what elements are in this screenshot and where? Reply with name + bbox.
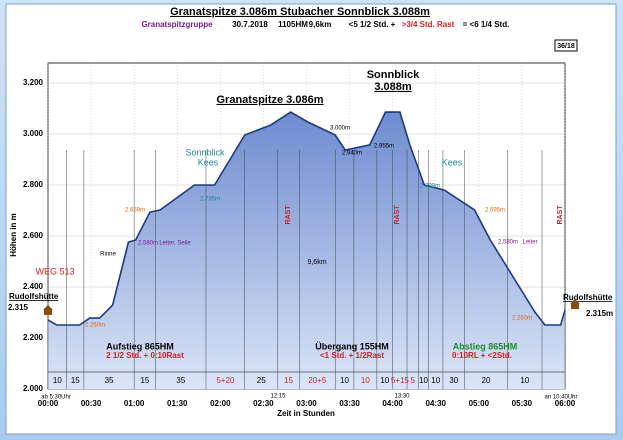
annotation: 2 1/2 Std. + 0:10Rast [106,351,184,360]
annotation: 9,6km [307,259,326,266]
subtitle-part: <5 1/2 Std. + [349,20,396,29]
annotation: Rudolfshütte [563,293,613,302]
segment-label: 35 [176,376,185,385]
x-tick-label: 01:30 [167,399,188,408]
badge-box [554,39,578,52]
y-tick-label: 2.600 [23,231,44,240]
annotation: 2.940m [342,151,362,157]
segment-label: 20 [482,376,491,385]
x-tick-label: 01:00 [124,399,145,408]
annotation: 12:15 [270,394,286,400]
hut-icon [43,304,53,315]
x-axis-label: Zeit in Stunden [277,409,335,418]
x-tick-label: 04:00 [382,399,403,408]
annotation: Abstieg 865HM [453,341,518,351]
segment-label: 10 [340,376,349,385]
chart-title: Granatspitze 3.086m Stubacher Sonnblick … [170,6,430,18]
annotation: 3.088m [374,81,412,93]
segment-label: 5 [411,376,416,385]
annotation: Kees [442,157,463,167]
y-tick-label: 2.000 [23,384,44,393]
segment-label: 15 [284,376,293,385]
segment-label: 10 [361,376,370,385]
subtitle-part: Granatspitzgruppe [141,20,213,29]
segment-label: 5+20 [216,376,235,385]
y-tick-label: 2.400 [23,282,44,291]
segment-label: 15 [71,376,80,385]
segment-label: 20+5 [308,376,327,385]
x-tick-label: 05:00 [469,399,490,408]
y-tick-label: 2.800 [23,180,44,189]
annotation: Sonnblick [367,69,420,81]
annotation: Rudolfshütte [9,292,59,301]
annotation: RAST [394,205,401,225]
line [47,111,566,326]
y-tick-label: 3.200 [23,78,44,87]
annotation: 2.659m [125,208,145,214]
x-tick-label: 00:00 [38,399,59,408]
y-tick-label: 3.000 [23,129,44,138]
segment-label: 10 [380,376,389,385]
segment-label: 35 [105,376,114,385]
annotation: 2.260m [512,316,532,322]
badge: 36/18 [557,43,575,50]
area [48,112,565,389]
annotation: WEG 513 [35,266,74,276]
annotation: 2.955m [374,144,394,150]
x-tick-label: 02:30 [253,399,274,408]
annotation: an 10:40Uhr [544,395,577,401]
annotation: ab 5:30Uhr [41,395,71,401]
annotation: 2.315m [586,309,613,318]
annotation: Sonnblick [185,147,225,157]
annotation: Kees [198,157,219,167]
x-tick-label: 05:30 [512,399,533,408]
annotation: 2.315 [8,303,29,312]
x-tick-label: 00:30 [81,399,102,408]
annotation: 13:30 [394,394,410,400]
segment-label: 30 [449,376,458,385]
annotation: Übergang 155HM [315,341,389,351]
x-tick-label: 06:00 [555,399,576,408]
segment-label: 5+15 [391,376,410,385]
segment-label: 10 [431,376,440,385]
annotation: <1 Std. + 1/2Rast [320,351,384,360]
segment-label: 10 [53,376,62,385]
annotation: RAST [285,205,292,225]
annotation: Granatspitze 3.086m [217,94,324,106]
annotation: Leiter, Seile [159,241,191,247]
annotation: Leiter [522,240,537,246]
subtitle-part: 30.7.2018 [232,20,268,29]
segment-label: 25 [257,376,266,385]
annotation: 2.580m [138,241,158,247]
annotation: 0:10RL + <2Std. [452,351,512,360]
subtitle-part: >3/4 Std. Rast [402,20,455,29]
segment-label: 15 [140,376,149,385]
annotation: Rinne [100,252,116,258]
subtitle-part: 1105HM [278,20,308,29]
segment-label: 10 [520,376,529,385]
annotation: 2.260m [85,323,105,329]
annotation: 2.799m [420,184,440,190]
x-tick-label: 03:00 [296,399,317,408]
subtitle-part: = <6 1/4 Std. [463,20,510,29]
y-tick-label: 2.200 [23,333,44,342]
hut-icon [570,298,580,309]
segment-label: 10 [419,376,428,385]
annotation: 2.695m [485,208,505,214]
annotation: 3.000m [330,126,350,132]
x-tick-label: 03:30 [339,399,360,408]
y-axis-label: Höhen in m [9,213,18,257]
annotation: RAST [557,205,564,225]
annotation: 2.795m [200,197,220,203]
annotation: Aufstieg 865HM [106,341,174,351]
subtitle-part: 9,6km [309,20,332,29]
x-tick-label: 04:30 [426,399,447,408]
x-tick-label: 02:00 [210,399,231,408]
annotation: 2.580m [498,240,518,246]
